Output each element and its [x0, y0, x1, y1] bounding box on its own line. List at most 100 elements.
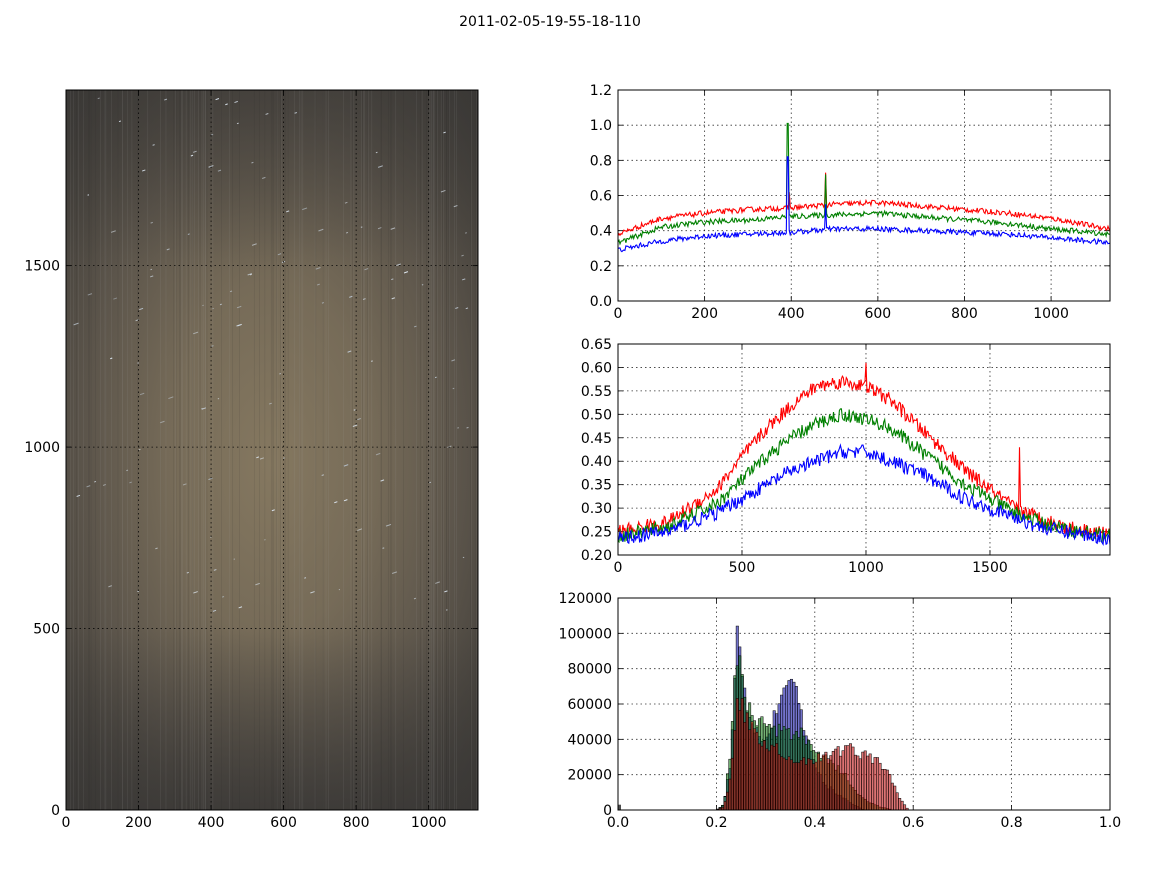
histogram-bar — [812, 763, 816, 811]
image-star — [321, 474, 325, 476]
rowprofile-ytick-label: 0.60 — [581, 360, 612, 376]
image-star — [249, 273, 252, 276]
image-star — [251, 243, 257, 246]
image-star — [349, 295, 353, 298]
image-star — [86, 485, 91, 488]
colprofile-ytick-label: 0.6 — [590, 189, 612, 205]
histogram-bar — [789, 759, 793, 811]
histogram-bar — [853, 754, 857, 811]
colprofile-ytick-label: 0.4 — [590, 224, 612, 240]
image-star — [87, 293, 93, 296]
image-ytick-label: 500 — [33, 622, 60, 638]
image-star — [129, 481, 132, 484]
image-star — [138, 448, 141, 451]
image-star — [217, 169, 222, 172]
image-star — [108, 585, 112, 588]
image-star — [343, 499, 348, 502]
image-xtick-label: 1000 — [411, 815, 447, 831]
histogram-bar — [777, 754, 781, 811]
image-star — [222, 596, 225, 598]
colprofile-xtick-label: 0 — [614, 306, 623, 322]
rowprofile-ytick-label: 0.55 — [581, 384, 612, 400]
image-star — [137, 590, 140, 593]
image-star — [413, 597, 417, 600]
rowprofile-series-green — [618, 408, 1110, 544]
rowprofile-ytick-label: 0.35 — [581, 478, 612, 494]
histogram-bar — [785, 759, 788, 811]
image-star — [193, 591, 198, 594]
histogram-xtick-label: 0.8 — [1000, 815, 1022, 831]
image-star — [451, 359, 456, 362]
image-star — [261, 176, 266, 179]
image-star — [238, 606, 243, 609]
image-star — [391, 278, 394, 281]
histogram-bar — [841, 750, 845, 811]
rowprofile-xtick-label: 0 — [614, 560, 623, 576]
colprofile-series-red — [618, 172, 1110, 237]
histogram-xtick-label: 0.0 — [607, 815, 629, 831]
histogram-xtick-label: 0.4 — [804, 815, 826, 831]
histogram-bar — [880, 769, 884, 811]
image-star — [316, 283, 320, 286]
histogram-bar — [817, 753, 820, 811]
image-star — [377, 227, 382, 230]
rowprofile-ytick-label: 0.30 — [581, 501, 612, 517]
image-star — [182, 483, 187, 486]
image-frame — [65, 89, 479, 811]
rowprofile-xtick-label: 500 — [729, 560, 756, 576]
image-star — [251, 161, 254, 164]
histogram-bar — [863, 750, 867, 811]
histogram-bar — [856, 755, 860, 811]
image-star — [212, 609, 217, 612]
colprofile-ytick-label: 0.8 — [590, 153, 612, 169]
image-star — [403, 271, 409, 274]
image-star — [321, 302, 324, 304]
image-ytick-label: 1500 — [24, 259, 60, 275]
image-star — [391, 297, 396, 300]
image-star — [455, 307, 459, 309]
image-star — [76, 494, 81, 497]
image-star — [377, 165, 383, 168]
histogram-bar — [757, 743, 761, 811]
row-profile-axes: 0 500 1000 1500 0.20 0.25 0.30 0.35 0.40 0.45 0.50… — [581, 337, 1111, 576]
image-star — [234, 100, 238, 104]
histogram-bar — [767, 750, 771, 811]
histogram-bar — [735, 698, 739, 811]
image-star — [139, 307, 144, 311]
histogram-zero-bar — [618, 804, 621, 810]
image-star — [150, 268, 153, 271]
image-star — [155, 547, 158, 550]
image-star — [385, 523, 392, 527]
image-xtick-label: 600 — [270, 815, 297, 831]
image-ytick-label: 1000 — [24, 440, 60, 456]
image-star — [396, 263, 401, 266]
rowprofile-ytick-label: 0.50 — [581, 407, 612, 423]
image-star — [452, 387, 455, 390]
rowprofile-frame-top — [617, 343, 1111, 556]
image-star — [345, 231, 349, 234]
image-star — [126, 469, 129, 472]
image-star — [118, 120, 122, 123]
histogram-bar — [807, 758, 811, 811]
image-star — [362, 298, 366, 300]
histogram-ytick-label: 0 — [603, 803, 612, 819]
histogram-bar — [748, 729, 752, 811]
image-star — [318, 228, 324, 232]
histogram-bar — [782, 757, 786, 811]
colprofile-ytick-label: 0.2 — [590, 259, 612, 275]
image-star — [229, 290, 233, 293]
image-star — [435, 581, 440, 584]
image-star — [343, 464, 349, 467]
image-star — [310, 591, 315, 594]
histogram-bar — [851, 746, 855, 811]
histogram-bar — [780, 756, 784, 811]
histogram-bar — [903, 804, 907, 811]
colprofile-xtick-label: 200 — [691, 306, 718, 322]
histogram-bar — [753, 728, 757, 811]
histogram-bar — [829, 755, 833, 811]
image-star — [259, 457, 265, 460]
histogram-bar — [770, 744, 774, 811]
histogram-bar — [772, 746, 776, 811]
image-star — [461, 254, 464, 257]
image-star — [347, 350, 352, 353]
